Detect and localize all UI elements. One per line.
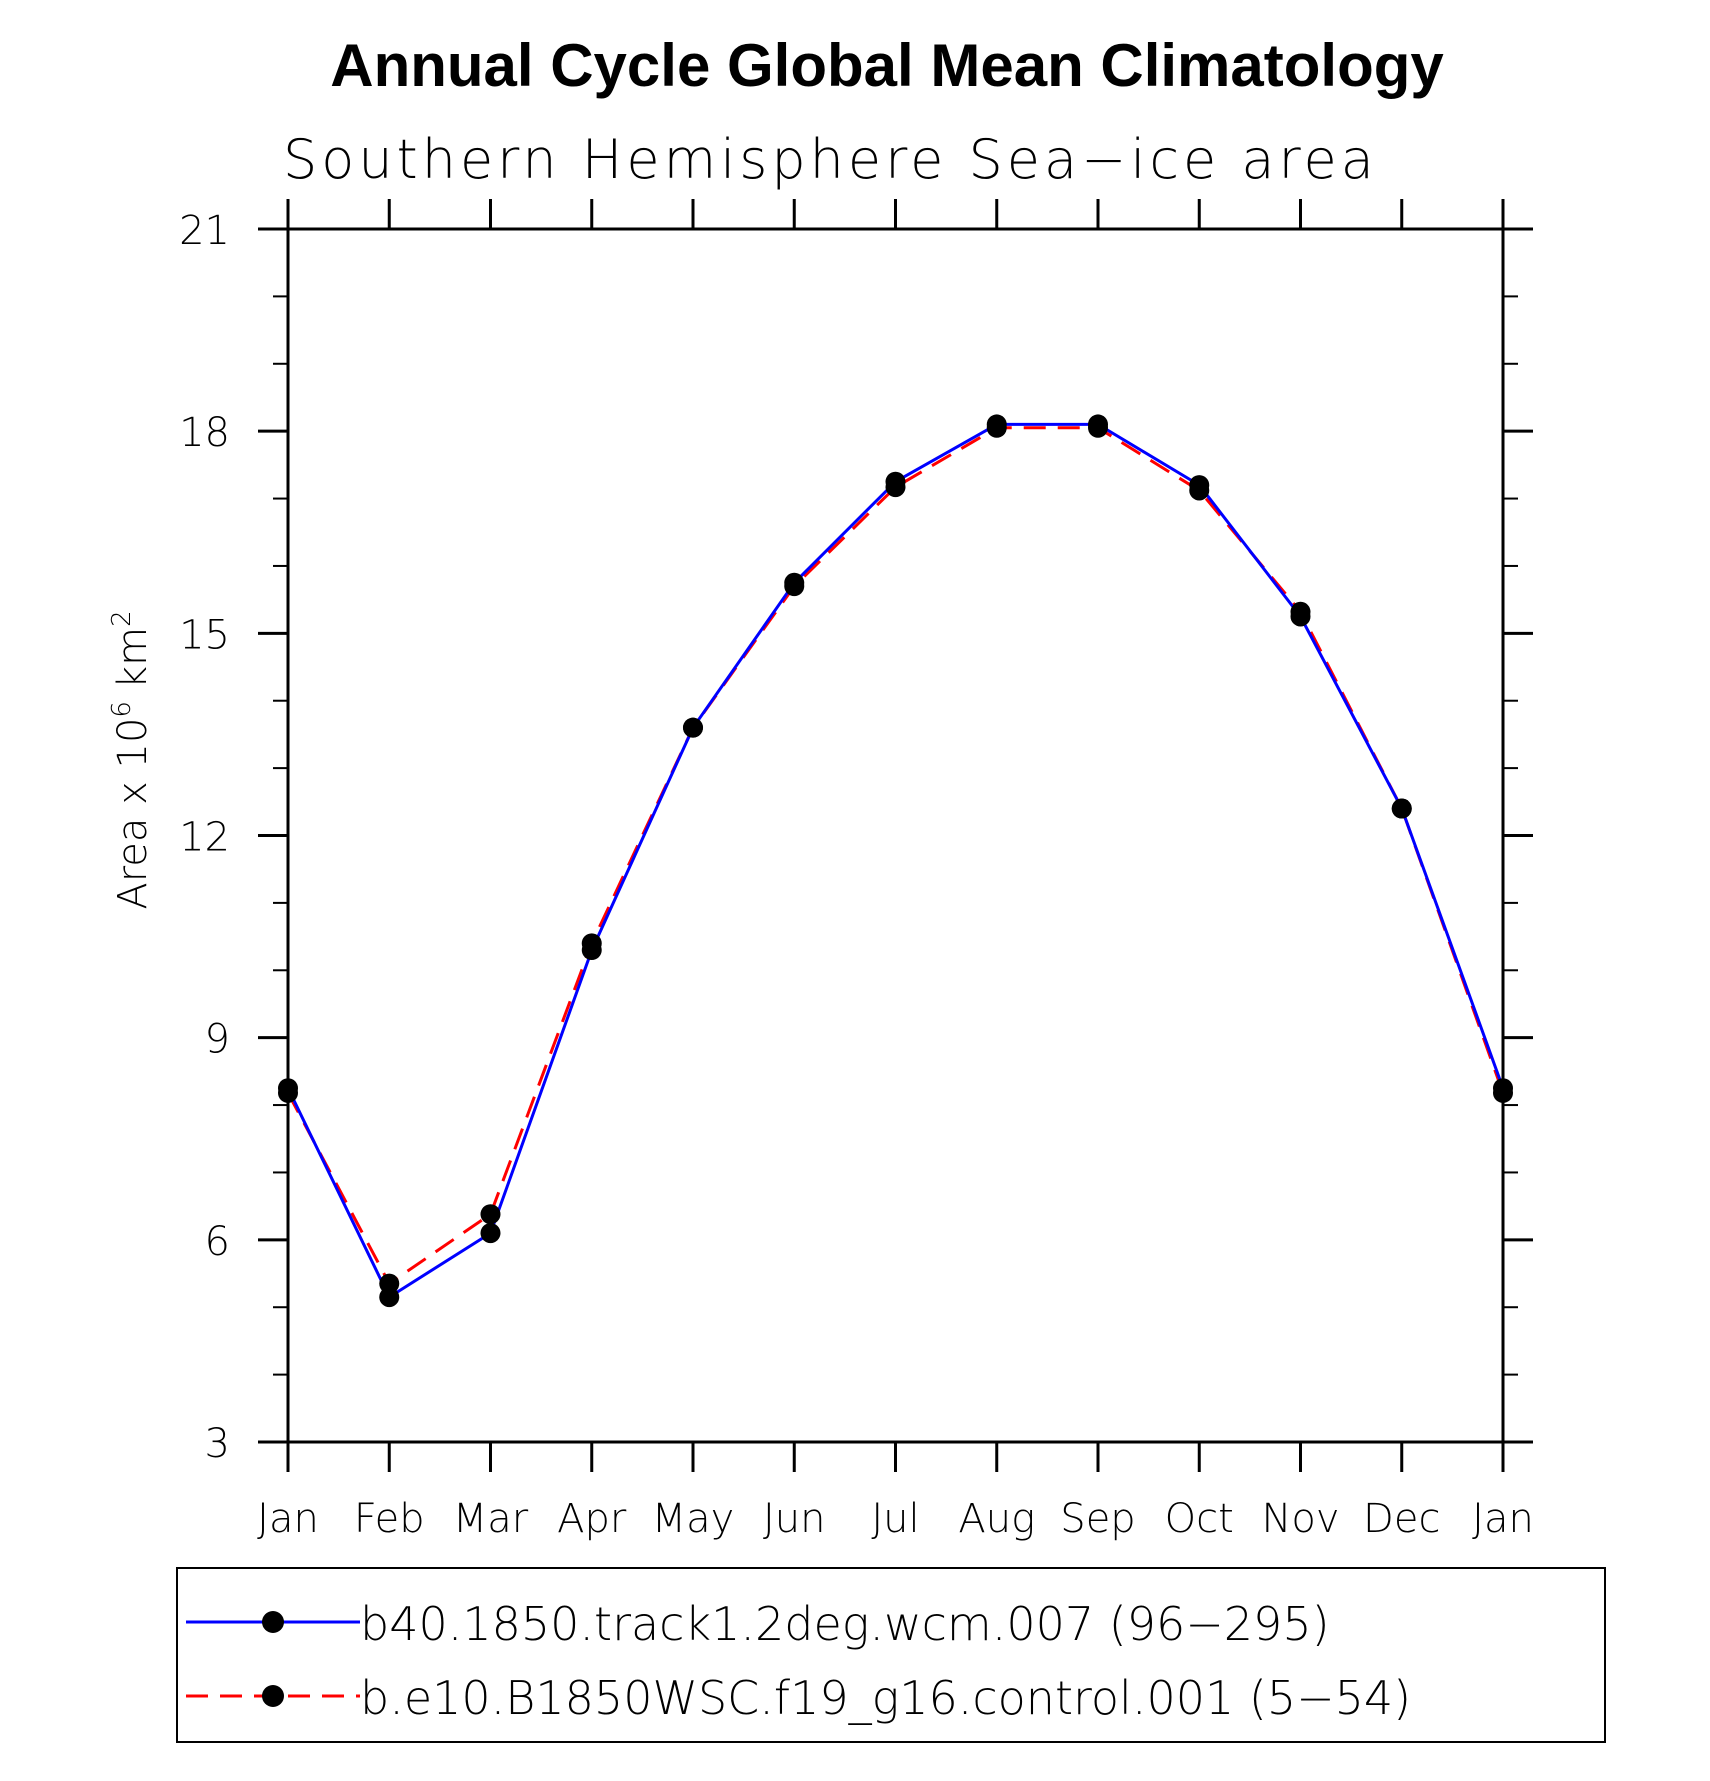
data-point-series-1 [581, 933, 602, 954]
data-point-series-1 [683, 717, 703, 738]
data-point-series-1 [986, 417, 1007, 438]
markers-layer [278, 414, 1513, 1308]
data-point-series-1 [1391, 798, 1412, 819]
x-tick-label: May [652, 1496, 735, 1542]
data-point-series-1 [1189, 480, 1210, 501]
x-tick-labels: Jan Feb Mar Apr May Jun Jul Aug Sep Oct Nov Dec Jan [257, 1496, 1534, 1542]
plot-frame [286, 227, 1505, 1444]
data-point-series-0 [480, 1223, 501, 1244]
x-tick-label: Sep [1060, 1496, 1135, 1542]
y-tick-label: 9 [205, 1017, 230, 1063]
y-tick-label: 12 [179, 815, 230, 861]
data-point-series-1 [885, 477, 906, 498]
data-point-series-1 [278, 1082, 298, 1103]
x-tick-label: Oct [1165, 1496, 1234, 1542]
x-tick-label: Feb [354, 1496, 425, 1542]
x-tick-label: Jan [1472, 1496, 1534, 1542]
legend: b40.1850.track1.2deg.wcm.007 (96−295) b.… [176, 1567, 1606, 1743]
x-tick-label: Mar [453, 1496, 529, 1542]
y-axis-label-unit-exponent: 2 [107, 610, 137, 627]
series-line-1 [286, 426, 1505, 1286]
x-tick-label: Nov [1261, 1496, 1339, 1542]
chart-title: Annual Cycle Global Mean Climatology [330, 32, 1444, 99]
y-axis-label: Area x 106 km2 [107, 610, 156, 909]
x-tick-label: Aug [958, 1496, 1035, 1542]
y-tick-label: 6 [205, 1219, 230, 1265]
y-tick-label: 15 [179, 612, 230, 658]
data-point-series-1 [784, 576, 805, 597]
x-tick-label: Dec [1363, 1496, 1440, 1542]
data-point-series-1 [1290, 601, 1311, 622]
y-tick-label: 21 [179, 208, 230, 254]
series-layer [286, 422, 1505, 1299]
x-tick-label: Apr [557, 1496, 627, 1542]
data-point-series-1 [480, 1204, 501, 1225]
chart-subtitle: Southern Hemisphere Sea−ice area [283, 128, 1378, 191]
x-tick-label: Jul [871, 1496, 919, 1542]
legend-label-series-1: b.e10.B1850WSC.f19_g16.control.001 (5−54… [360, 1671, 1411, 1725]
y-axis-label-exponent: 6 [107, 701, 137, 718]
series-line-0 [286, 422, 1505, 1299]
x-tick-label: Jun [763, 1496, 826, 1542]
legend-label-series-0: b40.1850.track1.2deg.wcm.007 (96−295) [360, 1597, 1330, 1651]
y-axis-label-prefix: Area x 10 [110, 718, 156, 910]
legend-marker-series-0 [262, 1611, 284, 1633]
legend-box [176, 1567, 1606, 1743]
data-point-series-1 [1493, 1082, 1513, 1103]
y-axis-label-unit: km [110, 627, 156, 689]
y-tick-labels: 3 6 9 12 15 18 21 [179, 208, 230, 1467]
x-tick-label: Jan [257, 1496, 319, 1542]
data-point-series-1 [1088, 417, 1108, 438]
axes [258, 199, 1533, 1472]
legend-marker-series-1 [262, 1685, 284, 1707]
data-point-series-1 [379, 1273, 400, 1294]
y-tick-label: 18 [179, 410, 230, 456]
y-tick-label: 3 [205, 1421, 230, 1467]
